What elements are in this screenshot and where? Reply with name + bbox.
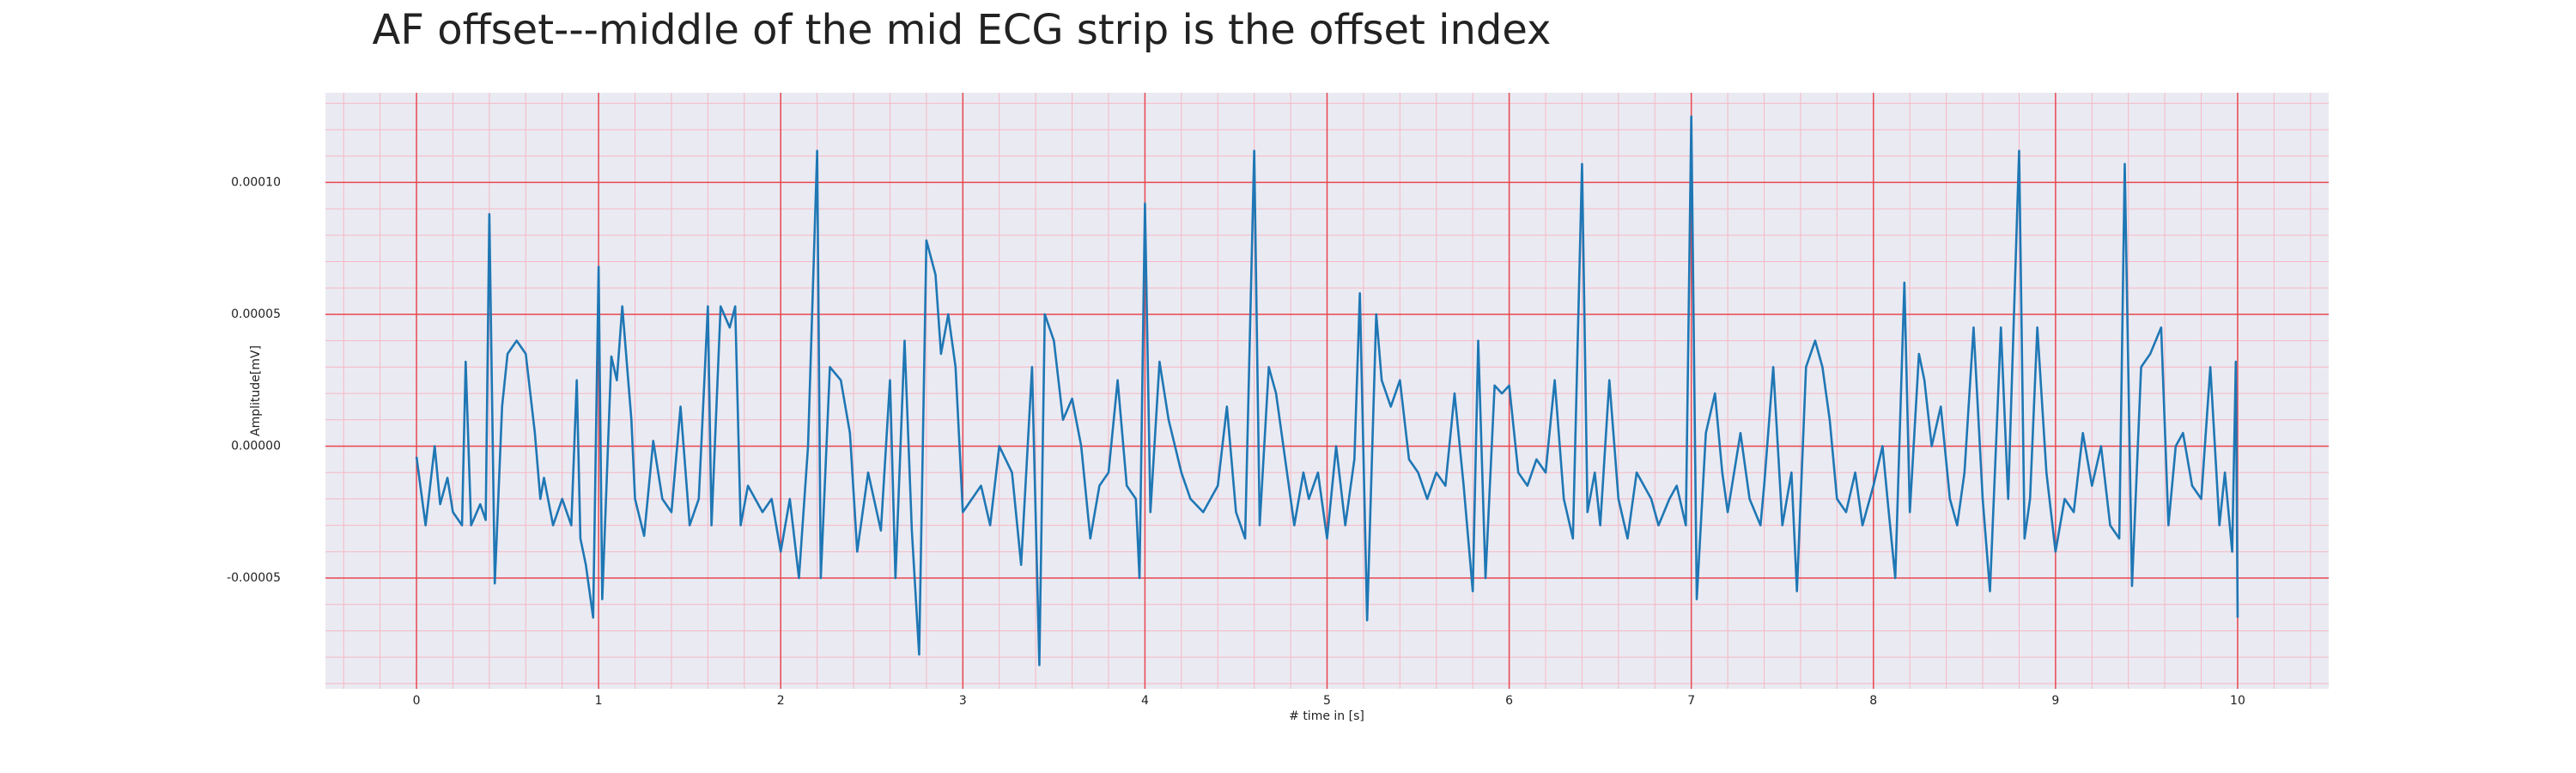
ecg-line: [415, 115, 2239, 666]
x-tick-label: 1: [595, 694, 603, 708]
y-axis-label: Amplitude[mV]: [249, 345, 263, 436]
x-tick-label: 10: [2230, 694, 2245, 708]
series-layer: [415, 115, 2239, 666]
x-tick-label: 0: [413, 694, 421, 708]
chart-title: AF offset---middle of the mid ECG strip …: [373, 6, 1552, 54]
y-tick-label: 0.00000: [231, 439, 281, 453]
x-tick-label: 8: [1869, 694, 1877, 708]
x-tick-label: 5: [1323, 694, 1331, 708]
x-tick-label: 2: [777, 694, 785, 708]
x-tick-label: 9: [2051, 694, 2059, 708]
x-tick-label: 6: [1505, 694, 1513, 708]
grid: [325, 93, 2329, 689]
x-tick-label: 7: [1687, 694, 1695, 708]
y-tick-label: -0.00005: [227, 571, 281, 585]
y-tick-label: 0.00005: [231, 307, 281, 321]
x-tick-label: 4: [1141, 694, 1149, 708]
x-axis-label: # time in [s]: [1289, 709, 1364, 723]
x-tick-label: 3: [959, 694, 967, 708]
y-tick-label: 0.00010: [231, 175, 281, 189]
